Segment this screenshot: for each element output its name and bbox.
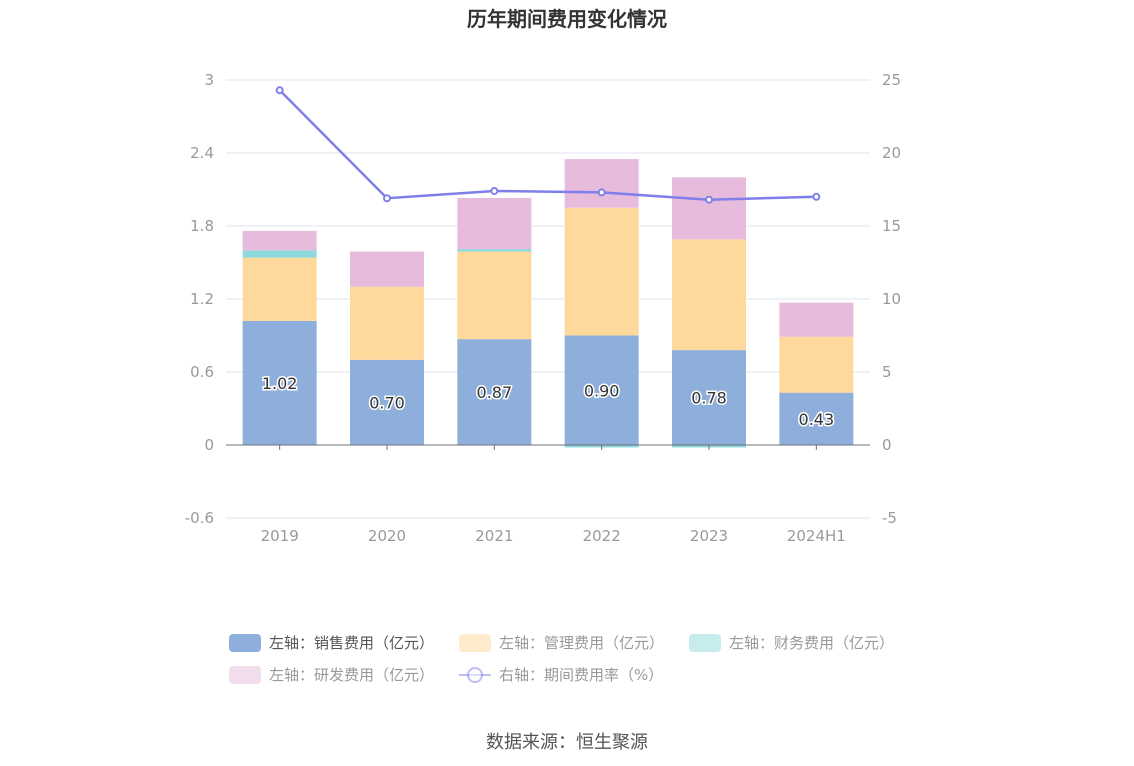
bar-labels: 1.02 0.70 0.87 0.90 0.78 0.43 <box>260 372 835 430</box>
bar-segment <box>779 392 854 445</box>
rate-point <box>705 195 713 204</box>
rate-point <box>597 188 606 197</box>
left-tick-label: 0 <box>204 436 214 454</box>
bar-segment <box>779 302 854 337</box>
right-tick-label: -5 <box>882 509 897 527</box>
right-tick-label: 10 <box>882 290 901 308</box>
left-tick-label: 1.8 <box>190 217 214 235</box>
rate-point <box>275 86 284 95</box>
bar-segment <box>350 359 424 445</box>
bar-series <box>242 159 854 448</box>
left-tick-label: 1.2 <box>190 290 214 308</box>
left-tick-label: -0.6 <box>185 509 214 527</box>
x-axis: 2019 2020 2021 2022 2023 2024H1 <box>226 444 870 545</box>
left-tick-label: 3 <box>204 71 214 89</box>
legend-swatch <box>229 666 261 684</box>
bar-segment <box>242 230 317 251</box>
bar-data-label: 0.70 <box>369 393 405 412</box>
left-tick-label: 0.6 <box>190 363 214 381</box>
right-tick-label: 15 <box>882 217 901 235</box>
bar-data-label: 0.43 <box>799 410 835 429</box>
legend-swatch <box>229 634 261 652</box>
bar-data-label: 0.78 <box>691 389 727 408</box>
legend-item[interactable]: 左轴：财务费用（亿元） <box>689 634 894 652</box>
legend-item[interactable]: 左轴：销售费用（亿元） <box>229 634 434 652</box>
right-axis: -5 0 5 10 15 20 25 <box>882 71 901 527</box>
legend-item[interactable]: 左轴：管理费用（亿元） <box>459 634 664 652</box>
chart-title: 历年期间费用变化情况 <box>467 7 667 31</box>
right-tick-label: 5 <box>882 363 892 381</box>
legend-swatch <box>689 634 721 652</box>
x-tick-label: 2021 <box>475 527 513 545</box>
source-note: 数据来源：恒生聚源 <box>486 732 648 753</box>
rate-point <box>490 186 499 195</box>
bar-segment <box>350 251 424 287</box>
bar-data-label: 0.87 <box>477 383 513 402</box>
bar-segment <box>242 320 317 445</box>
legend-swatch <box>459 634 491 652</box>
bar-segment <box>564 207 639 336</box>
legend-label: 左轴：管理费用（亿元） <box>499 634 664 652</box>
right-tick-label: 20 <box>882 144 901 162</box>
line-series <box>275 86 821 204</box>
left-axis: -0.6 0 0.6 1.2 1.8 2.4 3 <box>185 71 214 527</box>
bar-segment <box>564 159 639 208</box>
legend-label: 左轴：财务费用（亿元） <box>729 634 894 652</box>
right-tick-label: 25 <box>882 71 901 89</box>
bar-segment <box>672 177 746 240</box>
left-tick-label: 2.4 <box>190 144 214 162</box>
bar-segment <box>242 250 317 258</box>
x-tick-label: 2024H1 <box>787 527 846 545</box>
legend-label: 右轴：期间费用率（%） <box>499 666 663 684</box>
legend-label: 左轴：研发费用（亿元） <box>269 666 434 684</box>
bar-segment <box>457 251 532 340</box>
rate-line <box>278 89 817 201</box>
legend-marker-icon <box>467 667 483 683</box>
rate-point <box>812 192 821 201</box>
bar-segment <box>350 286 424 360</box>
legend-item[interactable]: 左轴：研发费用（亿元） <box>229 666 434 684</box>
legend-item[interactable]: 右轴：期间费用率（%） <box>459 666 663 684</box>
bar-data-label: 0.90 <box>584 381 620 400</box>
bar-segment <box>672 350 746 445</box>
x-tick-label: 2022 <box>583 527 621 545</box>
x-tick-label: 2019 <box>261 527 299 545</box>
rate-point <box>383 194 391 203</box>
bar-data-label: 1.02 <box>262 374 298 393</box>
bar-segment <box>457 339 532 445</box>
bar-segment <box>457 198 532 250</box>
legend-label: 左轴：销售费用（亿元） <box>269 634 434 652</box>
bar-segment <box>672 239 746 351</box>
legend[interactable]: 左轴：销售费用（亿元） 左轴：管理费用（亿元） 左轴：财务费用（亿元） 左轴：研发费用… <box>229 634 894 684</box>
right-tick-label: 0 <box>882 436 892 454</box>
x-tick-label: 2023 <box>690 527 728 545</box>
grid-lines <box>226 79 870 519</box>
x-tick-label: 2020 <box>368 527 406 545</box>
bar-segment <box>779 336 854 393</box>
bar-segment <box>457 249 532 252</box>
bar-segment <box>564 335 639 445</box>
bar-segment <box>242 257 317 321</box>
